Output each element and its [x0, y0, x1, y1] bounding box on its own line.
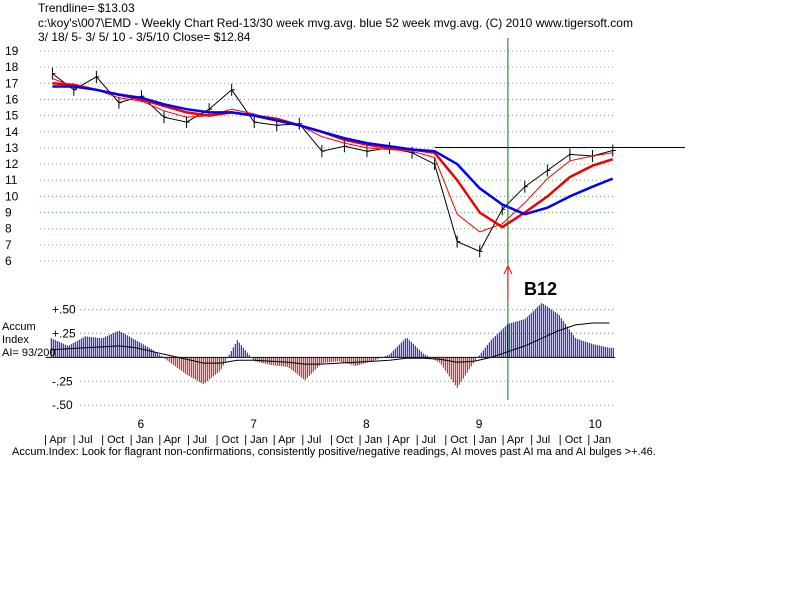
price-tick-label: 12	[5, 157, 19, 171]
price-tick-label: 15	[5, 109, 19, 123]
index-label: Index	[2, 334, 29, 346]
price-series-group	[51, 67, 685, 258]
accum-gridlines	[45, 309, 615, 406]
x-month-label: | Oct	[330, 434, 353, 446]
x-month-label: | Jan	[473, 434, 497, 446]
price-tick-label: 9	[5, 206, 12, 220]
accum-tick-label: -.25	[52, 374, 73, 388]
x-month-label: | Jul	[187, 434, 207, 446]
x-month-label: | Jan	[130, 434, 154, 446]
accum-tick-label: +.25	[52, 326, 76, 340]
x-year-label: 6	[137, 417, 144, 431]
accum-tick-label: -.50	[52, 398, 73, 412]
x-month-label: | Apr	[502, 434, 525, 446]
x-year-label: 10	[588, 417, 602, 431]
moving-average-line	[52, 82, 614, 229]
x-year-label: 7	[250, 417, 257, 431]
x-month-label: | Oct	[444, 434, 467, 446]
x-month-label: | Jul	[530, 434, 550, 446]
accum-y-axis: +.50 +.25 -.25 -.50	[52, 303, 76, 413]
moving-average-line	[52, 85, 614, 216]
price-tick-label: 14	[5, 125, 19, 139]
accum-ma-line	[51, 322, 610, 365]
ai-value-label: AI= 93/200	[2, 347, 56, 359]
price-tick-label: 7	[5, 238, 12, 252]
accum-bars	[50, 303, 614, 388]
moving-average-line	[52, 78, 613, 233]
x-month-label: | Apr	[44, 434, 67, 446]
accum-ma-line	[51, 322, 610, 365]
date-range-close: 3/ 18/ 5- 3/ 5/ 10 - 3/5/10 Close= $12.8…	[38, 30, 251, 44]
x-axis: 6 7 8 9 10 | Apr | Jul | Oct | Jan | Apr | Jul | Oc…	[44, 417, 611, 446]
x-month-label: | Oct	[216, 434, 239, 446]
x-month-label: | Jul	[301, 434, 321, 446]
price-tick-label: 6	[5, 254, 12, 268]
price-gridlines	[40, 50, 615, 262]
x-month-label: | Jan	[587, 434, 611, 446]
trendline-label: Trendline= $13.03	[38, 1, 135, 15]
signal-label: B12	[524, 279, 558, 299]
signal-arrow-head	[503, 264, 513, 275]
x-year-label: 9	[476, 417, 483, 431]
x-month-label: | Oct	[559, 434, 582, 446]
x-year-label: 8	[363, 417, 370, 431]
footer-note: Accum.Index: Look for flagrant non-confi…	[12, 446, 656, 458]
accum-label: Accum	[2, 321, 36, 333]
accum-tick-label: +.50	[52, 303, 76, 317]
x-month-label: | Oct	[101, 434, 124, 446]
price-tick-label: 17	[5, 76, 19, 90]
x-month-label: | Jan	[244, 434, 268, 446]
price-tick-label: 13	[5, 141, 19, 155]
price-y-axis: 19 18 17 16 15 14 13 12 11 10 9 8 7 6	[5, 44, 19, 268]
price-tick-label: 19	[5, 44, 19, 58]
price-tick-label: 10	[5, 189, 19, 203]
x-month-label: | Jan	[359, 434, 383, 446]
price-tick-label: 16	[5, 92, 19, 106]
price-tick-label: 8	[5, 222, 12, 236]
chart-title: c:\koy's\007\EMD - Weekly Chart Red-13/3…	[38, 16, 633, 30]
x-month-label: | Apr	[387, 434, 410, 446]
x-month-label: | Jul	[416, 434, 436, 446]
x-month-label: | Apr	[273, 434, 296, 446]
x-month-label: | Apr	[158, 434, 181, 446]
buy-signal	[503, 38, 513, 400]
x-month-label: | Jul	[73, 434, 93, 446]
price-tick-label: 11	[5, 173, 18, 187]
price-tick-label: 18	[5, 60, 19, 74]
